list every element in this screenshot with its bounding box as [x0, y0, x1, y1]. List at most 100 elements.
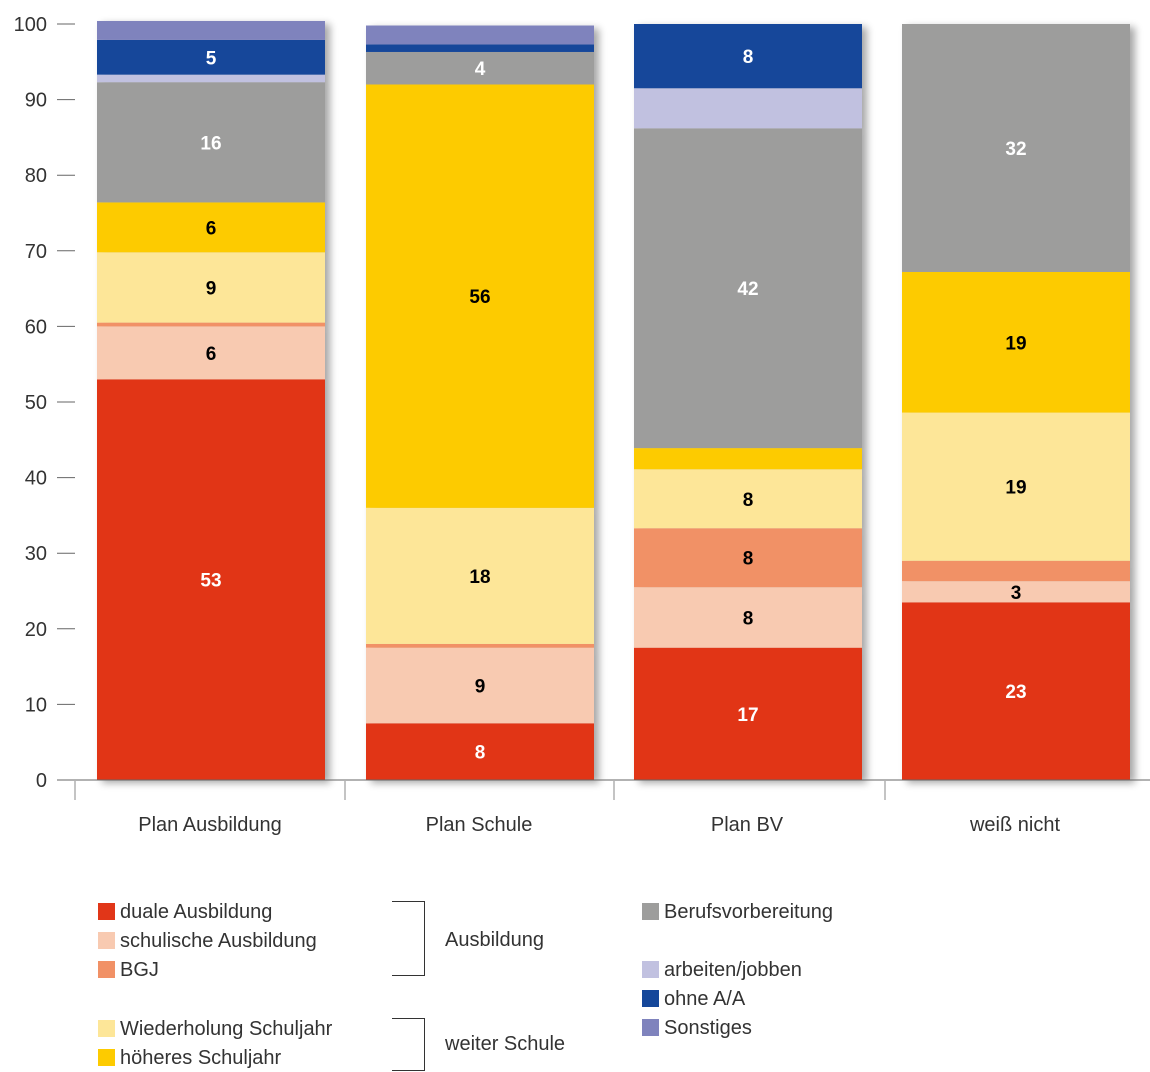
bar-segment — [902, 412, 1130, 561]
bar-segment — [634, 24, 862, 89]
legend-item-duale-ausbildung: duale Ausbildung — [98, 900, 272, 924]
data-label: 17 — [737, 705, 758, 726]
data-label: 8 — [743, 47, 754, 68]
bar-segment — [634, 469, 862, 529]
data-label: 8 — [743, 608, 754, 629]
stacked-bar-chart: 53 6 9 6 16 5 8 9 18 56 4 17 8 8 8 42 8 23 3 19 19 32 0 10 20 30… — [14, 14, 1150, 836]
legend-swatch — [642, 961, 659, 978]
bar-segment — [634, 647, 862, 780]
legend-label: Berufsvorbereitung — [664, 901, 833, 923]
legend-label: Sonstiges — [664, 1017, 752, 1039]
bar-segment — [97, 252, 325, 323]
legend-group-weiter-schule: weiter Schule — [445, 1033, 566, 1055]
data-label: 42 — [737, 279, 758, 300]
legend-label: BGJ — [120, 959, 159, 981]
legend-item-sonstiges: Sonstiges — [642, 1016, 752, 1040]
bar-segment — [366, 25, 594, 45]
data-label: 6 — [206, 344, 217, 365]
bar-segment — [634, 88, 862, 129]
data-label: 4 — [475, 59, 486, 80]
bar-segment — [366, 647, 594, 724]
data-label: 9 — [206, 278, 217, 299]
data-label: 6 — [206, 218, 217, 239]
bar-segment — [97, 20, 325, 40]
legend-item-hoeheres-schuljahr: höheres Schuljahr — [98, 1046, 281, 1070]
y-tick-label: 90 — [25, 90, 47, 112]
y-tick-label: 0 — [36, 770, 47, 792]
y-tick-label: 30 — [25, 543, 47, 565]
legend-bracket-ausbildung — [392, 901, 425, 976]
bar-segment — [902, 560, 1130, 582]
bar-segment — [366, 723, 594, 780]
legend-swatch — [642, 1019, 659, 1036]
data-label: 3 — [1011, 583, 1022, 604]
bar-segment — [634, 528, 862, 588]
data-label: 19 — [1005, 478, 1026, 499]
bar-segment — [366, 507, 594, 644]
bar-segment — [97, 74, 325, 83]
bar-segment — [902, 271, 1130, 413]
bar-segment — [902, 602, 1130, 780]
y-tick-label: 60 — [25, 316, 47, 338]
bar-segment — [366, 643, 594, 648]
legend-item-wiederholung-schuljahr: Wiederholung Schuljahr — [98, 1017, 332, 1041]
legend-swatch — [98, 1049, 115, 1066]
bar-segment — [366, 51, 594, 85]
bar-segment — [902, 24, 1130, 272]
bar-stack — [97, 20, 325, 780]
legend-swatch — [642, 903, 659, 920]
data-label: 32 — [1005, 139, 1026, 160]
category-label: weiß nicht — [969, 814, 1060, 836]
bar-segment — [97, 39, 325, 75]
category-label: Plan Schule — [426, 814, 533, 836]
legend-item-schulische-ausbildung: schulische Ausbildung — [98, 929, 317, 953]
bar-segment — [634, 587, 862, 648]
data-label: 9 — [475, 677, 486, 698]
legend-label: ohne A/A — [664, 988, 746, 1010]
bar-segment — [634, 448, 862, 470]
data-label: 18 — [469, 567, 490, 588]
legend-swatch — [98, 961, 115, 978]
bar-segment — [634, 128, 862, 449]
y-tick-label: 80 — [25, 165, 47, 187]
bar-stack — [366, 25, 594, 780]
legend-label: Wiederholung Schuljahr — [120, 1018, 333, 1040]
bar-stack — [902, 24, 1130, 780]
bar-segment — [366, 84, 594, 508]
legend-item-berufsvorbereitung: Berufsvorbereitung — [642, 900, 833, 924]
y-tick-label: 40 — [25, 468, 47, 490]
y-tick-label: 100 — [14, 14, 47, 36]
data-label: 56 — [469, 287, 490, 308]
data-label: 19 — [1005, 333, 1026, 354]
data-label: 5 — [206, 48, 217, 69]
legend-swatch — [98, 1020, 115, 1037]
category-label: Plan Ausbildung — [138, 814, 281, 836]
legend-item-arbeiten-jobben: arbeiten/jobben — [642, 958, 802, 982]
legend-swatch — [98, 932, 115, 949]
data-label: 8 — [743, 490, 754, 511]
category-label: Plan BV — [711, 814, 784, 836]
legend-label: schulische Ausbildung — [120, 930, 317, 952]
bar-segment — [97, 202, 325, 253]
legend-label: duale Ausbildung — [120, 901, 273, 923]
y-tick-label: 70 — [25, 241, 47, 263]
legend-item-ohne-aa: ohne A/A — [642, 987, 745, 1011]
y-tick-label: 50 — [25, 392, 47, 414]
data-label: 53 — [200, 571, 221, 592]
bar-segment — [97, 379, 325, 780]
bar-stack — [634, 24, 862, 780]
data-label: 8 — [475, 743, 486, 764]
data-label: 8 — [743, 549, 754, 570]
bar-segment — [902, 581, 1130, 603]
bar-segment — [366, 44, 594, 52]
bar-segment — [97, 82, 325, 203]
y-tick-label: 20 — [25, 619, 47, 641]
legend-bracket-weiter-schule — [392, 1018, 425, 1071]
legend-swatch — [642, 990, 659, 1007]
bar-segment — [97, 326, 325, 380]
bar-segment — [97, 322, 325, 327]
data-label: 23 — [1005, 682, 1026, 703]
legend-label: höheres Schuljahr — [120, 1047, 282, 1069]
legend-item-bgj: BGJ — [98, 958, 159, 982]
legend-label: arbeiten/jobben — [664, 959, 802, 981]
